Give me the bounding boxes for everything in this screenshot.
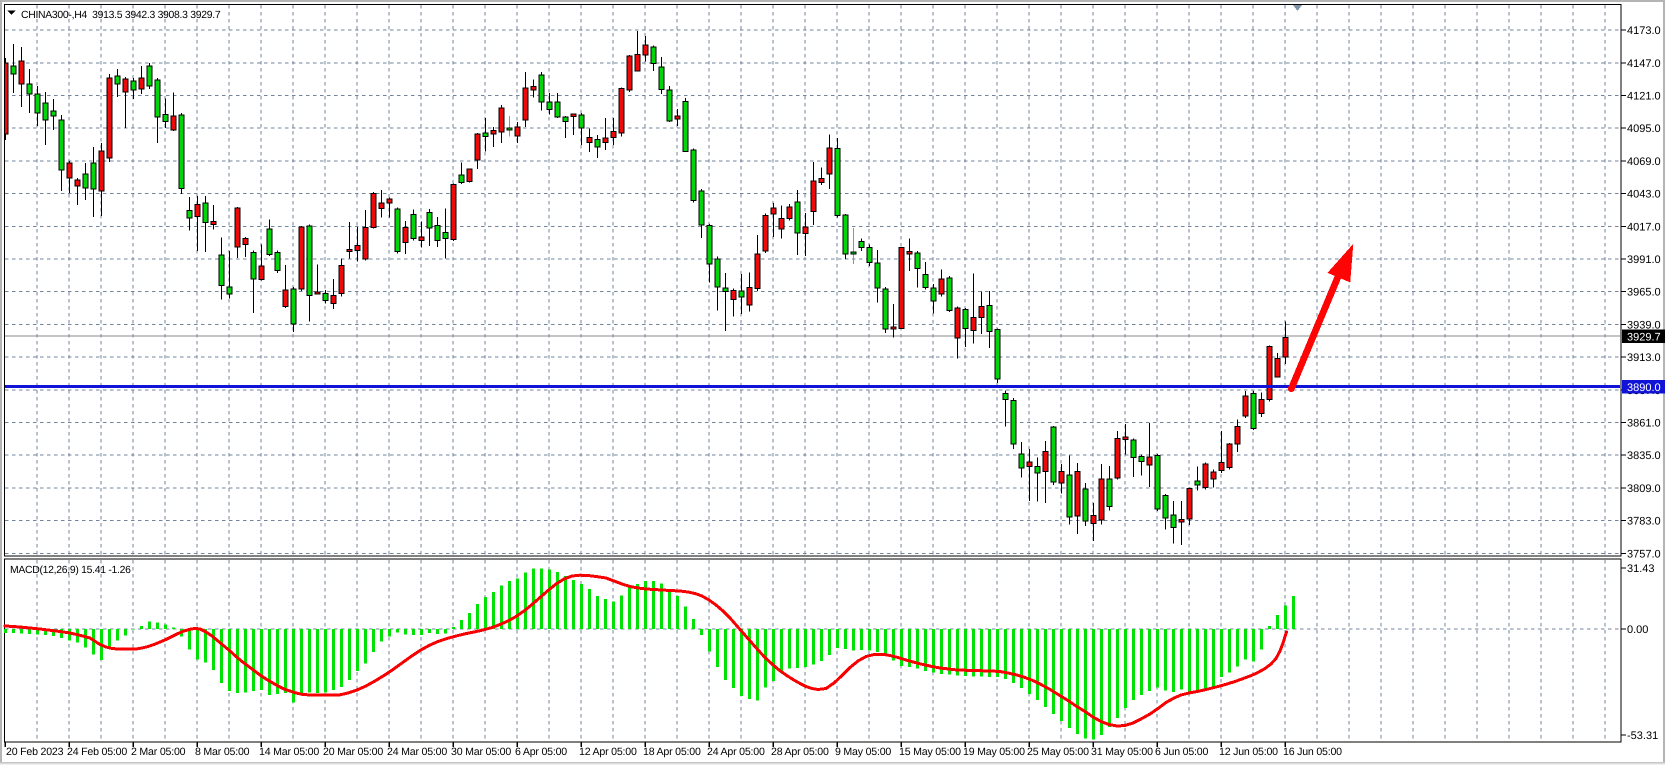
svg-text:4095.0: 4095.0 [1627,123,1661,135]
svg-text:4173.0: 4173.0 [1627,25,1661,37]
svg-text:12 Jun 05:00: 12 Jun 05:00 [1219,746,1278,758]
svg-text:2 Mar 05:00: 2 Mar 05:00 [131,746,186,758]
svg-text:16 Jun 05:00: 16 Jun 05:00 [1283,746,1342,758]
svg-text:CHINA300-,H4 3913.5 3942.3 39: CHINA300-,H4 3913.5 3942.3 3908.3 3929.7 [21,10,221,21]
svg-text:24 Feb 05:00: 24 Feb 05:00 [67,746,127,758]
svg-text:6 Jun 05:00: 6 Jun 05:00 [1155,746,1208,758]
svg-text:3913.0: 3913.0 [1627,352,1661,364]
svg-text:4043.0: 4043.0 [1627,189,1661,201]
svg-text:MACD(12,26,9) 15.41 -1.26: MACD(12,26,9) 15.41 -1.26 [10,565,131,576]
svg-text:3783.0: 3783.0 [1627,516,1661,528]
svg-text:31.43: 31.43 [1627,563,1655,575]
svg-text:3929.7: 3929.7 [1627,332,1661,344]
svg-text:15 May 05:00: 15 May 05:00 [899,746,961,758]
svg-text:3890.0: 3890.0 [1627,382,1661,394]
svg-text:4069.0: 4069.0 [1627,156,1661,168]
svg-text:20 Feb 2023: 20 Feb 2023 [6,746,64,758]
svg-text:25 May 05:00: 25 May 05:00 [1027,746,1089,758]
svg-text:28 Apr 05:00: 28 Apr 05:00 [771,746,829,758]
svg-text:3939.0: 3939.0 [1627,319,1661,331]
svg-text:4147.0: 4147.0 [1627,58,1661,70]
svg-text:30 Mar 05:00: 30 Mar 05:00 [451,746,511,758]
svg-text:19 May 05:00: 19 May 05:00 [963,746,1025,758]
svg-text:3991.0: 3991.0 [1627,254,1661,266]
svg-text:31 May 05:00: 31 May 05:00 [1091,746,1153,758]
svg-text:18 Apr 05:00: 18 Apr 05:00 [643,746,701,758]
svg-text:12 Apr 05:00: 12 Apr 05:00 [579,746,637,758]
svg-text:24 Mar 05:00: 24 Mar 05:00 [387,746,447,758]
svg-text:3757.0: 3757.0 [1627,548,1661,560]
svg-text:-53.31: -53.31 [1627,730,1658,742]
svg-text:4121.0: 4121.0 [1627,91,1661,103]
svg-text:14 Mar 05:00: 14 Mar 05:00 [259,746,319,758]
svg-text:6 Apr 05:00: 6 Apr 05:00 [515,746,567,758]
svg-text:3809.0: 3809.0 [1627,483,1661,495]
svg-text:3835.0: 3835.0 [1627,450,1661,462]
svg-text:3861.0: 3861.0 [1627,418,1661,430]
svg-text:8 Mar 05:00: 8 Mar 05:00 [195,746,250,758]
svg-text:3965.0: 3965.0 [1627,287,1661,299]
svg-text:0.00: 0.00 [1627,624,1648,636]
svg-text:4017.0: 4017.0 [1627,221,1661,233]
svg-text:9 May 05:00: 9 May 05:00 [835,746,891,758]
svg-text:20 Mar 05:00: 20 Mar 05:00 [323,746,383,758]
svg-text:24 Apr 05:00: 24 Apr 05:00 [707,746,765,758]
